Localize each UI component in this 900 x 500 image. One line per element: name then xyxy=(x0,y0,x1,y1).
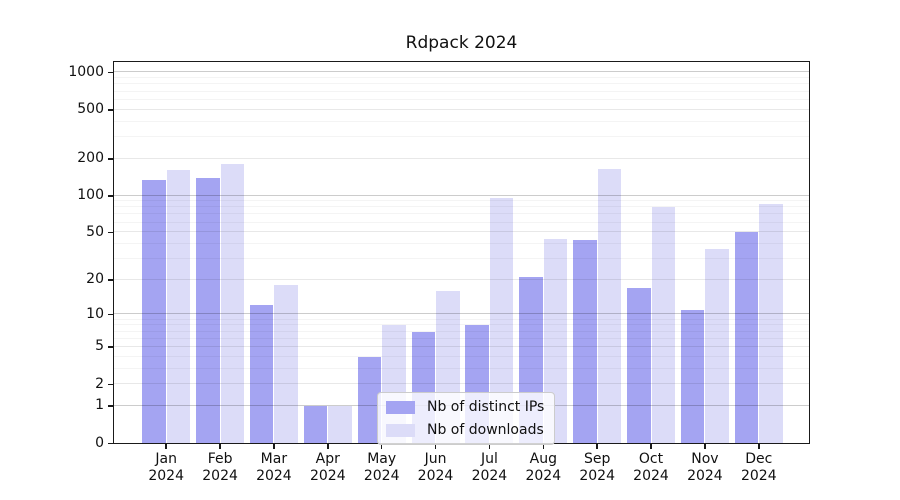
bar-distinct-ips-sep xyxy=(573,240,597,443)
bar-downloads-apr xyxy=(328,405,352,443)
y-tick-mark xyxy=(108,158,113,160)
x-tick-label: Mar 2024 xyxy=(256,451,292,484)
x-tick-label: Jul 2024 xyxy=(471,451,508,484)
bar-downloads-dec xyxy=(759,204,783,443)
legend-label-ips: Nb of distinct IPs xyxy=(427,399,545,415)
x-tick-label: May 2024 xyxy=(363,451,400,484)
bar-downloads-jan xyxy=(166,169,191,443)
legend: Nb of distinct IPs Nb of downloads xyxy=(377,392,556,445)
y-tick-mark xyxy=(108,346,113,348)
x-tick-label: Dec 2024 xyxy=(740,451,777,484)
y-tick-mark xyxy=(108,231,113,234)
y-tick-label: 100 xyxy=(77,187,104,203)
x-tick-label: Nov 2024 xyxy=(687,451,723,484)
y-tick-label: 5 xyxy=(95,338,104,355)
bar-downloads-aug xyxy=(543,238,568,443)
bar-distinct-ips-nov xyxy=(680,309,705,443)
y-tick-label: 500 xyxy=(77,101,104,118)
x-tick-label: Aug 2024 xyxy=(525,451,562,484)
y-tick-mark xyxy=(108,313,113,316)
y-tick-label: 2 xyxy=(95,375,104,392)
x-tick-mark xyxy=(596,444,598,449)
x-tick-mark xyxy=(758,444,760,449)
y-tick-label: 1000 xyxy=(68,63,104,80)
y-tick-mark xyxy=(108,405,113,407)
bar-downloads-mar xyxy=(274,285,298,443)
bar-distinct-ips-mar xyxy=(249,305,274,443)
bar-downloads-feb xyxy=(220,164,245,443)
x-tick-mark xyxy=(380,444,383,449)
bar-downloads-oct xyxy=(651,207,675,443)
x-tick-label: Oct 2024 xyxy=(633,451,669,484)
x-tick-mark xyxy=(219,444,221,449)
x-tick-mark xyxy=(488,444,491,449)
y-tick-label: 10 xyxy=(86,305,104,322)
bar-distinct-ips-apr xyxy=(303,405,328,443)
y-tick-label: 1 xyxy=(95,397,104,414)
bar-downloads-jul xyxy=(489,197,514,443)
y-tick-mark xyxy=(108,383,113,386)
x-tick-mark xyxy=(434,444,437,449)
x-tick-label: Jun 2024 xyxy=(417,451,454,484)
x-tick-mark xyxy=(650,444,652,449)
legend-swatch-downloads xyxy=(386,423,415,437)
bar-distinct-ips-oct xyxy=(627,288,651,443)
x-tick-label: Feb 2024 xyxy=(202,451,238,484)
x-tick-mark xyxy=(327,444,329,449)
bars-layer xyxy=(114,62,809,443)
legend-label-downloads: Nb of downloads xyxy=(427,422,544,438)
y-tick-label: 50 xyxy=(86,223,104,240)
legend-row-downloads: Nb of downloads xyxy=(386,422,544,438)
bar-downloads-nov xyxy=(705,249,729,443)
bar-downloads-sep xyxy=(597,168,622,443)
x-tick-mark xyxy=(542,444,544,449)
legend-row-distinct-ips: Nb of distinct IPs xyxy=(386,399,544,415)
x-tick-label: Sep 2024 xyxy=(579,451,615,484)
y-tick-label: 200 xyxy=(77,150,104,167)
bar-distinct-ips-jan xyxy=(142,180,166,443)
plot-area: Nb of distinct IPs Nb of downloads xyxy=(113,61,810,445)
x-tick-mark xyxy=(704,444,706,449)
x-tick-mark xyxy=(273,444,275,449)
y-tick-mark xyxy=(108,195,113,197)
bar-distinct-ips-dec xyxy=(734,232,759,443)
x-tick-mark xyxy=(165,444,167,449)
y-tick-mark xyxy=(108,109,113,111)
x-tick-label: Jan 2024 xyxy=(148,451,184,484)
chart-title: Rdpack 2024 xyxy=(405,33,518,53)
x-tick-label: Apr 2024 xyxy=(309,451,346,484)
y-tick-label: 0 xyxy=(95,434,104,451)
bar-distinct-ips-may xyxy=(357,356,382,443)
y-tick-mark xyxy=(108,71,113,74)
y-tick-label: 20 xyxy=(86,271,104,288)
y-tick-mark xyxy=(108,279,113,281)
y-tick-mark xyxy=(108,442,113,444)
bar-distinct-ips-feb xyxy=(196,177,220,443)
legend-swatch-ips xyxy=(386,400,415,414)
